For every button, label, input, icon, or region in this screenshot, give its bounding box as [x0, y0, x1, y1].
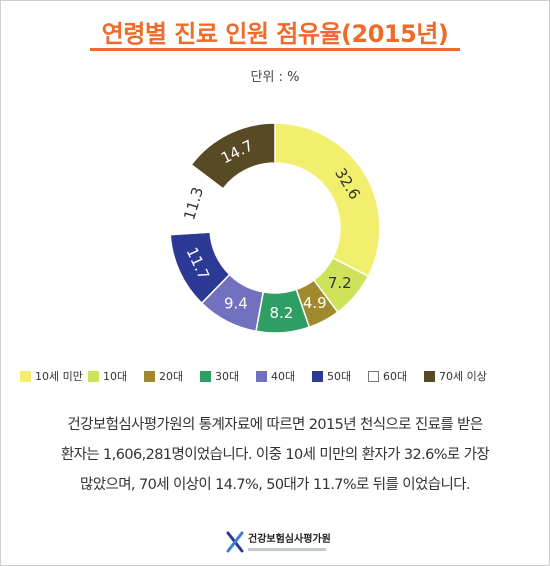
slice-value-label: 7.2 — [328, 274, 352, 292]
legend-item: 50대 — [312, 368, 351, 384]
legend-label: 10대 — [103, 370, 128, 383]
legend-swatch — [20, 370, 31, 382]
legend-swatch — [88, 370, 99, 382]
legend-item: 30대 — [200, 368, 239, 384]
description-line: 건강보험심사평가원의 통계자료에 따르면 2015년 천식으로 진료를 받은 — [67, 417, 483, 433]
legend-swatch — [200, 370, 211, 382]
slice-value-label: 4.9 — [303, 294, 327, 312]
donut-slice — [190, 122, 276, 190]
logo-text: 건강보험심사평가원 — [248, 533, 331, 545]
chart-legend: 10세 미만 10대 20대 30대 40대 50대 60대 70세 이상 — [20, 368, 540, 384]
donut-slice — [274, 122, 381, 278]
legend-label: 10세 미만 — [35, 370, 83, 383]
legend-item: 70세 이상 — [424, 368, 487, 384]
legend-swatch — [144, 370, 155, 382]
slice-value-label: 8.2 — [269, 304, 293, 322]
slice-value-label: 9.4 — [224, 294, 248, 312]
description-line: 많았으며, 70세 이상이 14.7%, 50대가 11.7%로 뒤를 이었습니… — [79, 477, 471, 493]
legend-swatch — [312, 370, 323, 382]
legend-swatch — [368, 370, 379, 382]
page-title: 연령별 진료 인원 점유율(2015년) — [101, 20, 449, 48]
description-line: 환자는 1,606,281명이었습니다. 이중 10세 미만의 환자가 32.6… — [60, 447, 490, 463]
logo-subtitle-decoration — [248, 547, 326, 551]
donut-chart: 32.67.24.98.29.411.711.314.7 — [169, 122, 381, 334]
legend-label: 20대 — [159, 370, 184, 383]
legend-label: 50대 — [327, 370, 352, 383]
unit-label: 단위 : % — [250, 70, 300, 85]
legend-label: 30대 — [215, 370, 240, 383]
description-text: 건강보험심사평가원의 통계자료에 따르면 2015년 천식으로 진료를 받은 환… — [25, 410, 525, 500]
legend-label: 60대 — [383, 370, 408, 383]
legend-label: 40대 — [271, 370, 296, 383]
legend-swatch — [256, 370, 267, 382]
legend-item: 10대 — [88, 368, 127, 384]
legend-item: 60대 — [368, 368, 407, 384]
title-underline — [90, 48, 460, 51]
hira-logo-icon — [226, 531, 244, 553]
legend-item: 10세 미만 — [20, 368, 83, 384]
legend-item: 20대 — [144, 368, 183, 384]
legend-label: 70세 이상 — [439, 370, 487, 383]
footer-logo: 건강보험심사평가원 — [226, 530, 331, 554]
legend-item: 40대 — [256, 368, 295, 384]
legend-swatch — [424, 370, 435, 382]
